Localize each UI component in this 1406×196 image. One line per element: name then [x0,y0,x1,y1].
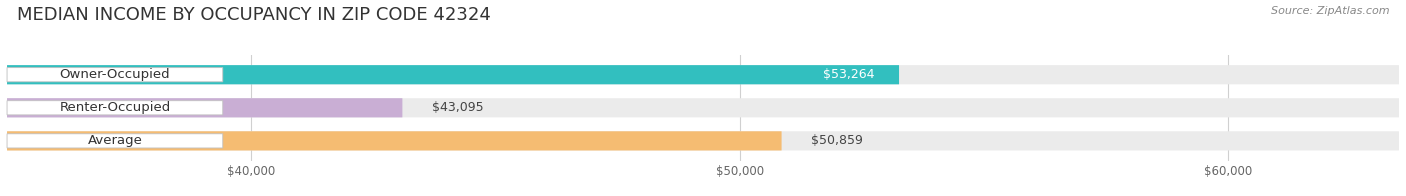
Text: Owner-Occupied: Owner-Occupied [59,68,170,81]
FancyBboxPatch shape [7,131,782,151]
FancyBboxPatch shape [7,98,1399,117]
Text: $53,264: $53,264 [823,68,875,81]
FancyBboxPatch shape [7,134,222,148]
FancyBboxPatch shape [7,65,898,84]
Text: $43,095: $43,095 [432,101,484,114]
Text: $50,859: $50,859 [811,134,863,147]
FancyBboxPatch shape [7,131,1399,151]
Text: MEDIAN INCOME BY OCCUPANCY IN ZIP CODE 42324: MEDIAN INCOME BY OCCUPANCY IN ZIP CODE 4… [17,6,491,24]
FancyBboxPatch shape [7,98,402,117]
FancyBboxPatch shape [7,65,1399,84]
Text: Source: ZipAtlas.com: Source: ZipAtlas.com [1271,6,1389,16]
FancyBboxPatch shape [7,68,222,82]
Text: Average: Average [87,134,142,147]
Text: Renter-Occupied: Renter-Occupied [59,101,170,114]
FancyBboxPatch shape [7,101,222,115]
